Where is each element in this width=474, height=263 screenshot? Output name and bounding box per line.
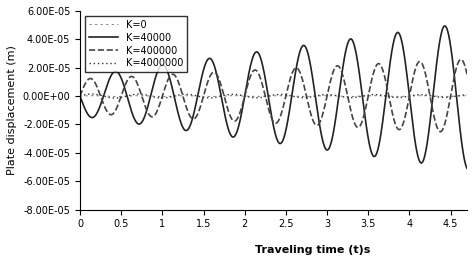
K=400000 [144, 109, 150, 113]
Line: K=400000: K=400000 [80, 59, 467, 132]
K=40000 [442, 24, 448, 28]
K=40000 [77, 94, 83, 98]
K=400000 [226, 110, 231, 113]
K=4000000 [145, 94, 150, 97]
Line: K=40000: K=40000 [80, 26, 467, 168]
Y-axis label: Plate displacement (m): Plate displacement (m) [7, 45, 17, 175]
K=40000 [464, 167, 470, 170]
K=40000 [242, 92, 248, 95]
X-axis label: Traveling time (t)s: Traveling time (t)s [255, 245, 370, 255]
K=0 [457, 94, 463, 98]
K=4000000 [112, 97, 118, 100]
K=4000000 [464, 93, 470, 96]
K=0 [464, 94, 470, 97]
K=400000 [121, 86, 127, 89]
K=4000000 [121, 95, 127, 98]
K=4000000 [226, 93, 231, 96]
Legend: K=0, K=40000, K=400000, K=4000000: K=0, K=40000, K=400000, K=4000000 [85, 16, 187, 72]
K=40000 [415, 154, 420, 157]
Line: K=0: K=0 [80, 96, 467, 97]
K=400000 [457, 59, 463, 62]
K=400000 [415, 62, 420, 65]
Line: K=4000000: K=4000000 [80, 94, 467, 98]
K=4000000 [457, 94, 463, 97]
K=400000 [242, 93, 248, 96]
K=400000 [464, 73, 470, 76]
K=400000 [77, 94, 83, 98]
K=4000000 [77, 94, 83, 98]
K=0 [301, 95, 306, 98]
K=40000 [121, 85, 127, 88]
K=40000 [457, 124, 463, 127]
K=0 [243, 94, 248, 98]
K=0 [77, 94, 83, 98]
K=4000000 [243, 95, 248, 98]
K=0 [415, 94, 421, 97]
K=4000000 [415, 93, 421, 96]
K=40000 [144, 108, 150, 111]
K=0 [144, 94, 150, 98]
K=0 [121, 95, 127, 98]
K=4000000 [89, 92, 94, 95]
K=0 [226, 94, 231, 97]
K=40000 [226, 128, 231, 131]
K=0 [230, 94, 236, 97]
K=400000 [438, 130, 443, 133]
K=400000 [458, 58, 464, 61]
